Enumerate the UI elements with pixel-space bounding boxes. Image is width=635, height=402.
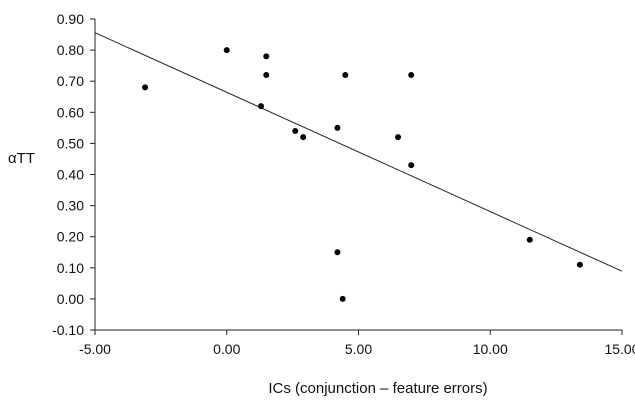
x-tick-label: 5.00 <box>345 341 372 357</box>
data-point <box>223 47 230 54</box>
x-axis-title: ICs (conjunction – feature errors) <box>268 380 487 397</box>
trend-line <box>94 32 623 272</box>
y-tick-label: 0.30 <box>57 198 84 214</box>
y-tick-label: 0.80 <box>57 42 84 58</box>
x-tick-label: -5.00 <box>79 341 111 357</box>
data-point <box>339 295 346 302</box>
data-point <box>263 71 270 78</box>
data-point <box>395 134 402 141</box>
y-tick-label: 0.90 <box>57 11 84 27</box>
data-point <box>258 103 265 110</box>
data-point <box>342 71 349 78</box>
data-point <box>334 124 341 131</box>
y-tick-label: 0.70 <box>57 73 84 89</box>
y-tick-label: -0.10 <box>52 322 84 338</box>
points-group <box>142 47 583 302</box>
x-tick-label: 0.00 <box>213 341 240 357</box>
data-point <box>292 127 299 134</box>
y-tick-label: 0.60 <box>57 104 84 120</box>
data-point <box>300 134 307 141</box>
y-tick-label: 0.50 <box>57 135 84 151</box>
data-point <box>408 71 415 78</box>
data-point <box>263 53 270 60</box>
data-point <box>576 261 583 268</box>
data-point <box>408 162 415 169</box>
y-axis: -0.10 0.00 0.10 0.20 0.30 0.40 0.50 0.60 0.70 0.8… <box>52 11 96 338</box>
data-point <box>334 249 341 256</box>
data-point <box>142 84 149 91</box>
y-tick-label: 0.00 <box>57 291 84 307</box>
y-axis-title: αTT <box>8 150 35 167</box>
x-tick-label: 10.00 <box>473 341 508 357</box>
y-tick-label: 0.20 <box>57 229 84 245</box>
x-axis: -5.00 0.00 5.00 10.00 15.00 <box>79 329 635 357</box>
y-tick-label: 0.10 <box>57 260 84 276</box>
x-tick-label: 15.00 <box>604 341 635 357</box>
y-tick-label: 0.40 <box>57 167 84 183</box>
trend-line-group <box>94 32 623 272</box>
data-point <box>526 236 533 243</box>
